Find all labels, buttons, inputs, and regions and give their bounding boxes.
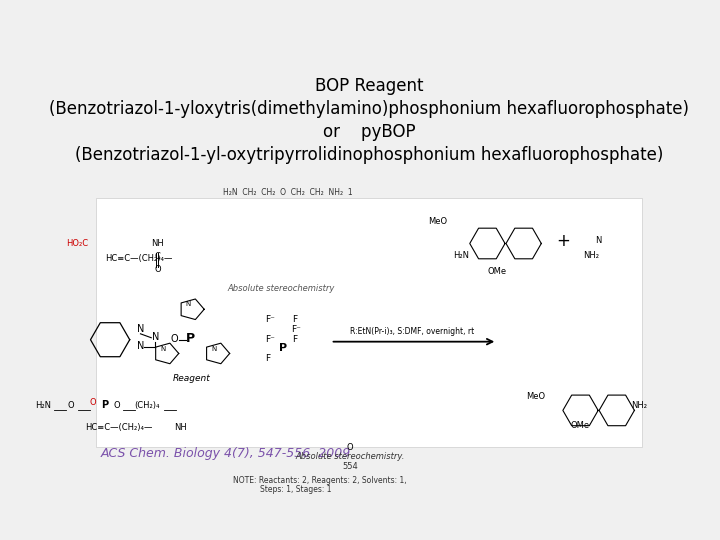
Text: (Benzotriazol-1-yloxytris(dimethylamino)phosphonium hexafluorophosphate): (Benzotriazol-1-yloxytris(dimethylamino)… (49, 100, 689, 118)
Text: N: N (595, 237, 602, 246)
Text: or    pyBOP: or pyBOP (323, 123, 415, 141)
Text: O: O (68, 401, 75, 410)
Text: P: P (102, 401, 109, 410)
Text: N: N (212, 346, 217, 352)
Text: F⁻: F⁻ (292, 325, 301, 334)
Text: BOP Reagent: BOP Reagent (315, 77, 423, 95)
Text: H₂N: H₂N (453, 251, 469, 260)
Text: 554: 554 (342, 462, 358, 471)
Text: NH: NH (174, 423, 186, 432)
Text: Steps: 1, Stages: 1: Steps: 1, Stages: 1 (260, 485, 331, 494)
Text: Absolute stereochemistry.: Absolute stereochemistry. (295, 453, 405, 462)
Text: F⁻: F⁻ (265, 335, 275, 343)
Text: NH₂: NH₂ (631, 401, 647, 410)
Text: +: + (556, 232, 570, 251)
Text: OMe: OMe (487, 267, 507, 276)
Text: F⁻: F⁻ (265, 315, 275, 324)
FancyBboxPatch shape (96, 198, 642, 447)
Text: O: O (113, 401, 120, 410)
Text: (CH₂)₄: (CH₂)₄ (135, 401, 160, 410)
Text: P: P (279, 343, 287, 354)
Text: F: F (265, 354, 270, 363)
Text: HC≡C—(CH₂)₄—: HC≡C—(CH₂)₄— (86, 423, 153, 432)
Text: MeO: MeO (428, 217, 448, 226)
Text: MeO: MeO (526, 392, 546, 401)
Text: HC≡C—(CH₂)₄—: HC≡C—(CH₂)₄— (105, 254, 173, 263)
Text: H₂N: H₂N (35, 401, 50, 410)
Text: H₂N  CH₂  CH₂  O  CH₂  CH₂  NH₂  1: H₂N CH₂ CH₂ O CH₂ CH₂ NH₂ 1 (222, 187, 352, 197)
Text: O: O (89, 397, 96, 407)
Text: F: F (292, 315, 297, 324)
Text: N: N (186, 301, 191, 307)
Text: O: O (171, 334, 179, 343)
Text: NH₂: NH₂ (583, 251, 600, 260)
Text: HO₂C: HO₂C (66, 239, 88, 248)
Text: F: F (292, 335, 297, 343)
Text: Reagent: Reagent (173, 374, 210, 383)
Text: OMe: OMe (571, 421, 590, 430)
Text: N: N (137, 341, 144, 350)
Text: NH: NH (151, 239, 164, 248)
Text: N: N (137, 324, 144, 334)
Text: (Benzotriazol-1-yl-oxytripyrrolidinophosphonium hexafluorophosphate): (Benzotriazol-1-yl-oxytripyrrolidinophos… (75, 146, 663, 164)
Text: R:EtN(Pr-i)₃, S:DMF, overnight, rt: R:EtN(Pr-i)₃, S:DMF, overnight, rt (350, 327, 474, 336)
Text: C: C (154, 252, 160, 261)
Text: O: O (347, 443, 354, 451)
Text: N: N (152, 332, 160, 342)
Text: Absolute stereochemistry: Absolute stereochemistry (228, 284, 336, 293)
Text: P: P (186, 332, 194, 345)
Text: O: O (154, 265, 161, 274)
Text: ACS Chem. Biology 4(7), 547-556  2009: ACS Chem. Biology 4(7), 547-556 2009 (101, 447, 351, 460)
Text: N: N (161, 346, 166, 352)
Text: NOTE: Reactants: 2, Reagents: 2, Solvents: 1,: NOTE: Reactants: 2, Reagents: 2, Solvent… (233, 476, 406, 485)
